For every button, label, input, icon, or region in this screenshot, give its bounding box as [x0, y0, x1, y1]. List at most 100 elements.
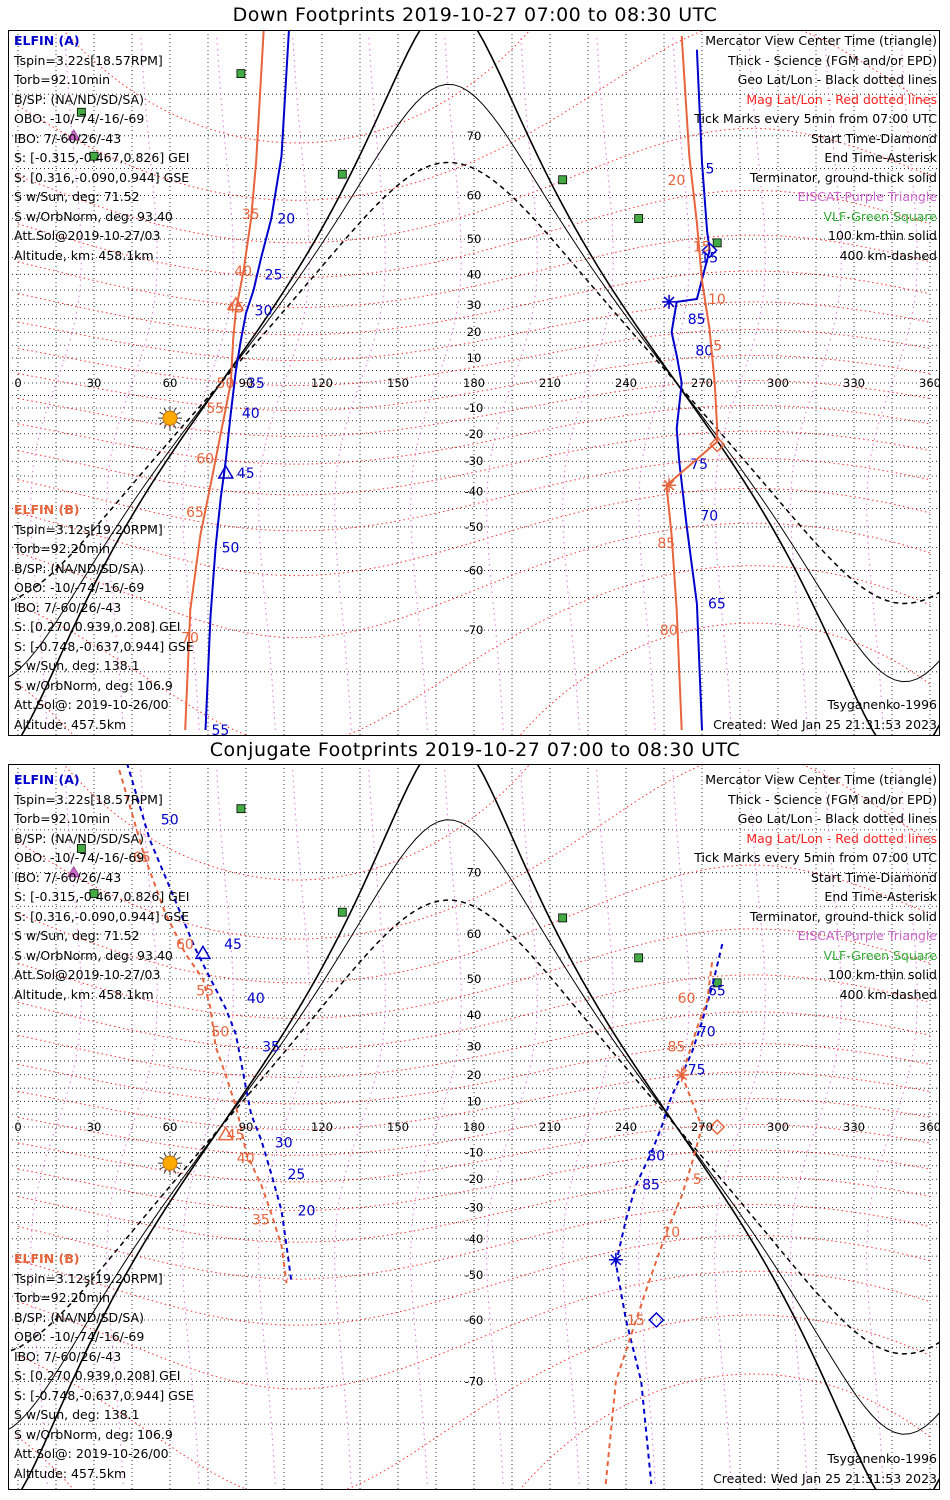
elfin-a-line: IBO: 7/-60/26/-43 [14, 869, 122, 885]
elfin-b-line: S: [0.270,0.939,0.208] GEI [14, 619, 181, 634]
elfin-b-line: B/SP: (NA/ND/SD/SA) [14, 560, 144, 576]
map-plot-down: 1520253035404550553540455055606570515858… [9, 31, 940, 735]
mag-lon-line [106, 35, 158, 731]
elfin-a-line: Att.Sol@2019-10-27/03 [14, 228, 161, 243]
mag-lon-line [486, 35, 538, 731]
y-tick-label: -50 [465, 1268, 484, 1282]
legend-conjugate: Mercator View Center Time (triangle) Thi… [694, 770, 937, 1004]
end-time-asterisk [663, 479, 675, 491]
sun-ray [163, 407, 167, 413]
legend-item: Mercator View Center Time (triangle) [705, 772, 937, 787]
x-tick-label: 180 [463, 1120, 485, 1134]
mag-lon-line [790, 35, 842, 731]
legend-item: Thick - Science (FGM and/or EPD) [728, 791, 937, 807]
mag-lon-line [182, 35, 234, 731]
panel-title-down: Down Footprints 2019-10-27 07:00 to 08:3… [232, 4, 718, 26]
elfin-a-line: OBO: -10/-74/-16/-69 [14, 111, 145, 126]
x-tick-label: 240 [615, 1120, 637, 1134]
vlf-site-square [89, 889, 99, 899]
footprint-track [118, 769, 288, 1284]
track-tick-label: 55 [196, 983, 214, 999]
mag-lat-line [17, 430, 931, 496]
legend-item: Tick Marks every 5min from 07:00 UTC [694, 111, 937, 126]
elfin-a-info-down: ELFIN (A) Tspin=3.22s[18.57RPM] Torb=92.… [14, 31, 189, 265]
track-tick-label: 20 [277, 212, 295, 228]
vlf-site-square [337, 169, 347, 179]
elfin-b-line: S w/OrbNorm, deg: 106.9 [14, 1426, 173, 1442]
legend-item: Mag Lat/Lon - Red dotted lines [746, 830, 937, 846]
legend-item: VLF-Green Square [823, 208, 937, 224]
mag-lon-line [30, 35, 82, 731]
elfin-a-line: S w/Sun, deg: 71.52 [14, 189, 140, 204]
track-tick-label: 85 [642, 1178, 660, 1194]
track-tick-label: 45 [224, 937, 242, 953]
track-tick-label: 50 [161, 813, 179, 829]
y-tick-label: 40 [467, 1008, 482, 1022]
end-time-asterisk [610, 1254, 622, 1266]
track-tick-label: 70 [181, 631, 199, 647]
terminator-400km [9, 899, 939, 1355]
elfin-b-info-down: ELFIN (B) Tspin=3.12s[19.20RPM] Torb=92.… [14, 500, 194, 734]
y-tick-label: -20 [465, 427, 484, 441]
x-tick-label: 300 [767, 376, 789, 390]
footer-down: Tsyganenko-1996 Created: Wed Jan 25 21:3… [713, 695, 937, 734]
track-tick-label: 65 [186, 505, 204, 521]
y-tick-label: -50 [465, 520, 484, 534]
mag-lat-line [17, 1011, 931, 1078]
y-tick-label: -20 [465, 1172, 484, 1186]
elfin-a-line: B/SP: (NA/ND/SD/SA) [14, 830, 144, 846]
center-time-triangle [194, 944, 212, 960]
x-tick-label: 0 [14, 376, 21, 390]
track-tick-label: 60 [196, 451, 214, 467]
legend-item: Start Time-Diamond [810, 130, 937, 146]
mag-lat-line [17, 565, 931, 735]
vlf-site-square [236, 69, 246, 79]
y-tick-label: -70 [465, 1374, 484, 1388]
track-tick-label: 65 [708, 597, 726, 613]
mag-lat-line [17, 355, 931, 411]
elfin-b-header: ELFIN (B) [14, 1251, 80, 1266]
elfin-b-line: Tspin=3.12s[19.20RPM] [14, 1270, 163, 1286]
y-tick-label: 70 [467, 866, 482, 880]
elfin-a-header: ELFIN (A) [14, 772, 80, 787]
track-tick-label: 30 [255, 303, 273, 319]
track-tick-label: 40 [247, 991, 265, 1007]
footprint-track [614, 943, 724, 1485]
track-tick-label: 40 [242, 406, 260, 422]
legend-down: Mercator View Center Time (triangle) Thi… [694, 31, 937, 265]
y-tick-label: -40 [465, 485, 484, 499]
track-tick-label: 65 [708, 983, 726, 999]
track-tick-label: 50 [211, 1024, 229, 1040]
track-tick-label: 60 [678, 991, 696, 1007]
track-tick-label: 45 [237, 466, 255, 482]
mag-lon-line [638, 35, 690, 731]
sun-ray [159, 411, 165, 416]
mag-lat-line [17, 622, 931, 735]
footprint-track [670, 49, 711, 731]
mag-lat-line [17, 1235, 931, 1326]
y-tick-label: -60 [465, 1313, 484, 1327]
mag-lat-line [17, 1270, 931, 1390]
elfin-b-line: Altitude: 457.5km [14, 1465, 127, 1481]
legend-item: Terminator, ground-thick solid [749, 908, 937, 924]
mag-lat-line [17, 1098, 931, 1156]
x-tick-label: 150 [387, 376, 409, 390]
elfin-b-line: Att.Sol@: 2019-10-26/00 [14, 1446, 169, 1461]
track-tick-label: 20 [667, 173, 685, 189]
sun-ray [175, 1156, 181, 1161]
sun-ray [159, 1156, 165, 1161]
elfin-a-line: Altitude, km: 458.1km [14, 247, 154, 263]
x-tick-label: 240 [615, 376, 637, 390]
track-tick-label: 75 [690, 457, 708, 473]
mag-lat-line [17, 864, 931, 984]
elfin-b-line: S w/OrbNorm, deg: 106.9 [14, 677, 173, 693]
sun-ray [159, 1166, 165, 1170]
mag-lon-line [334, 35, 386, 731]
terminator-ground [20, 765, 939, 1489]
panel-title-conjugate: Conjugate Footprints 2019-10-27 07:00 to… [209, 739, 741, 761]
map-plot-conjugate: 5045403530252065605550454035657075808560… [9, 765, 940, 1489]
legend-item: Terminator, ground-thick solid [749, 169, 937, 185]
elfin-a-line: Att.Sol@2019-10-27/03 [14, 967, 161, 982]
created-timestamp: Created: Wed Jan 25 21:31:53 2023 [713, 1470, 937, 1486]
track-tick-label: 55 [206, 401, 224, 417]
